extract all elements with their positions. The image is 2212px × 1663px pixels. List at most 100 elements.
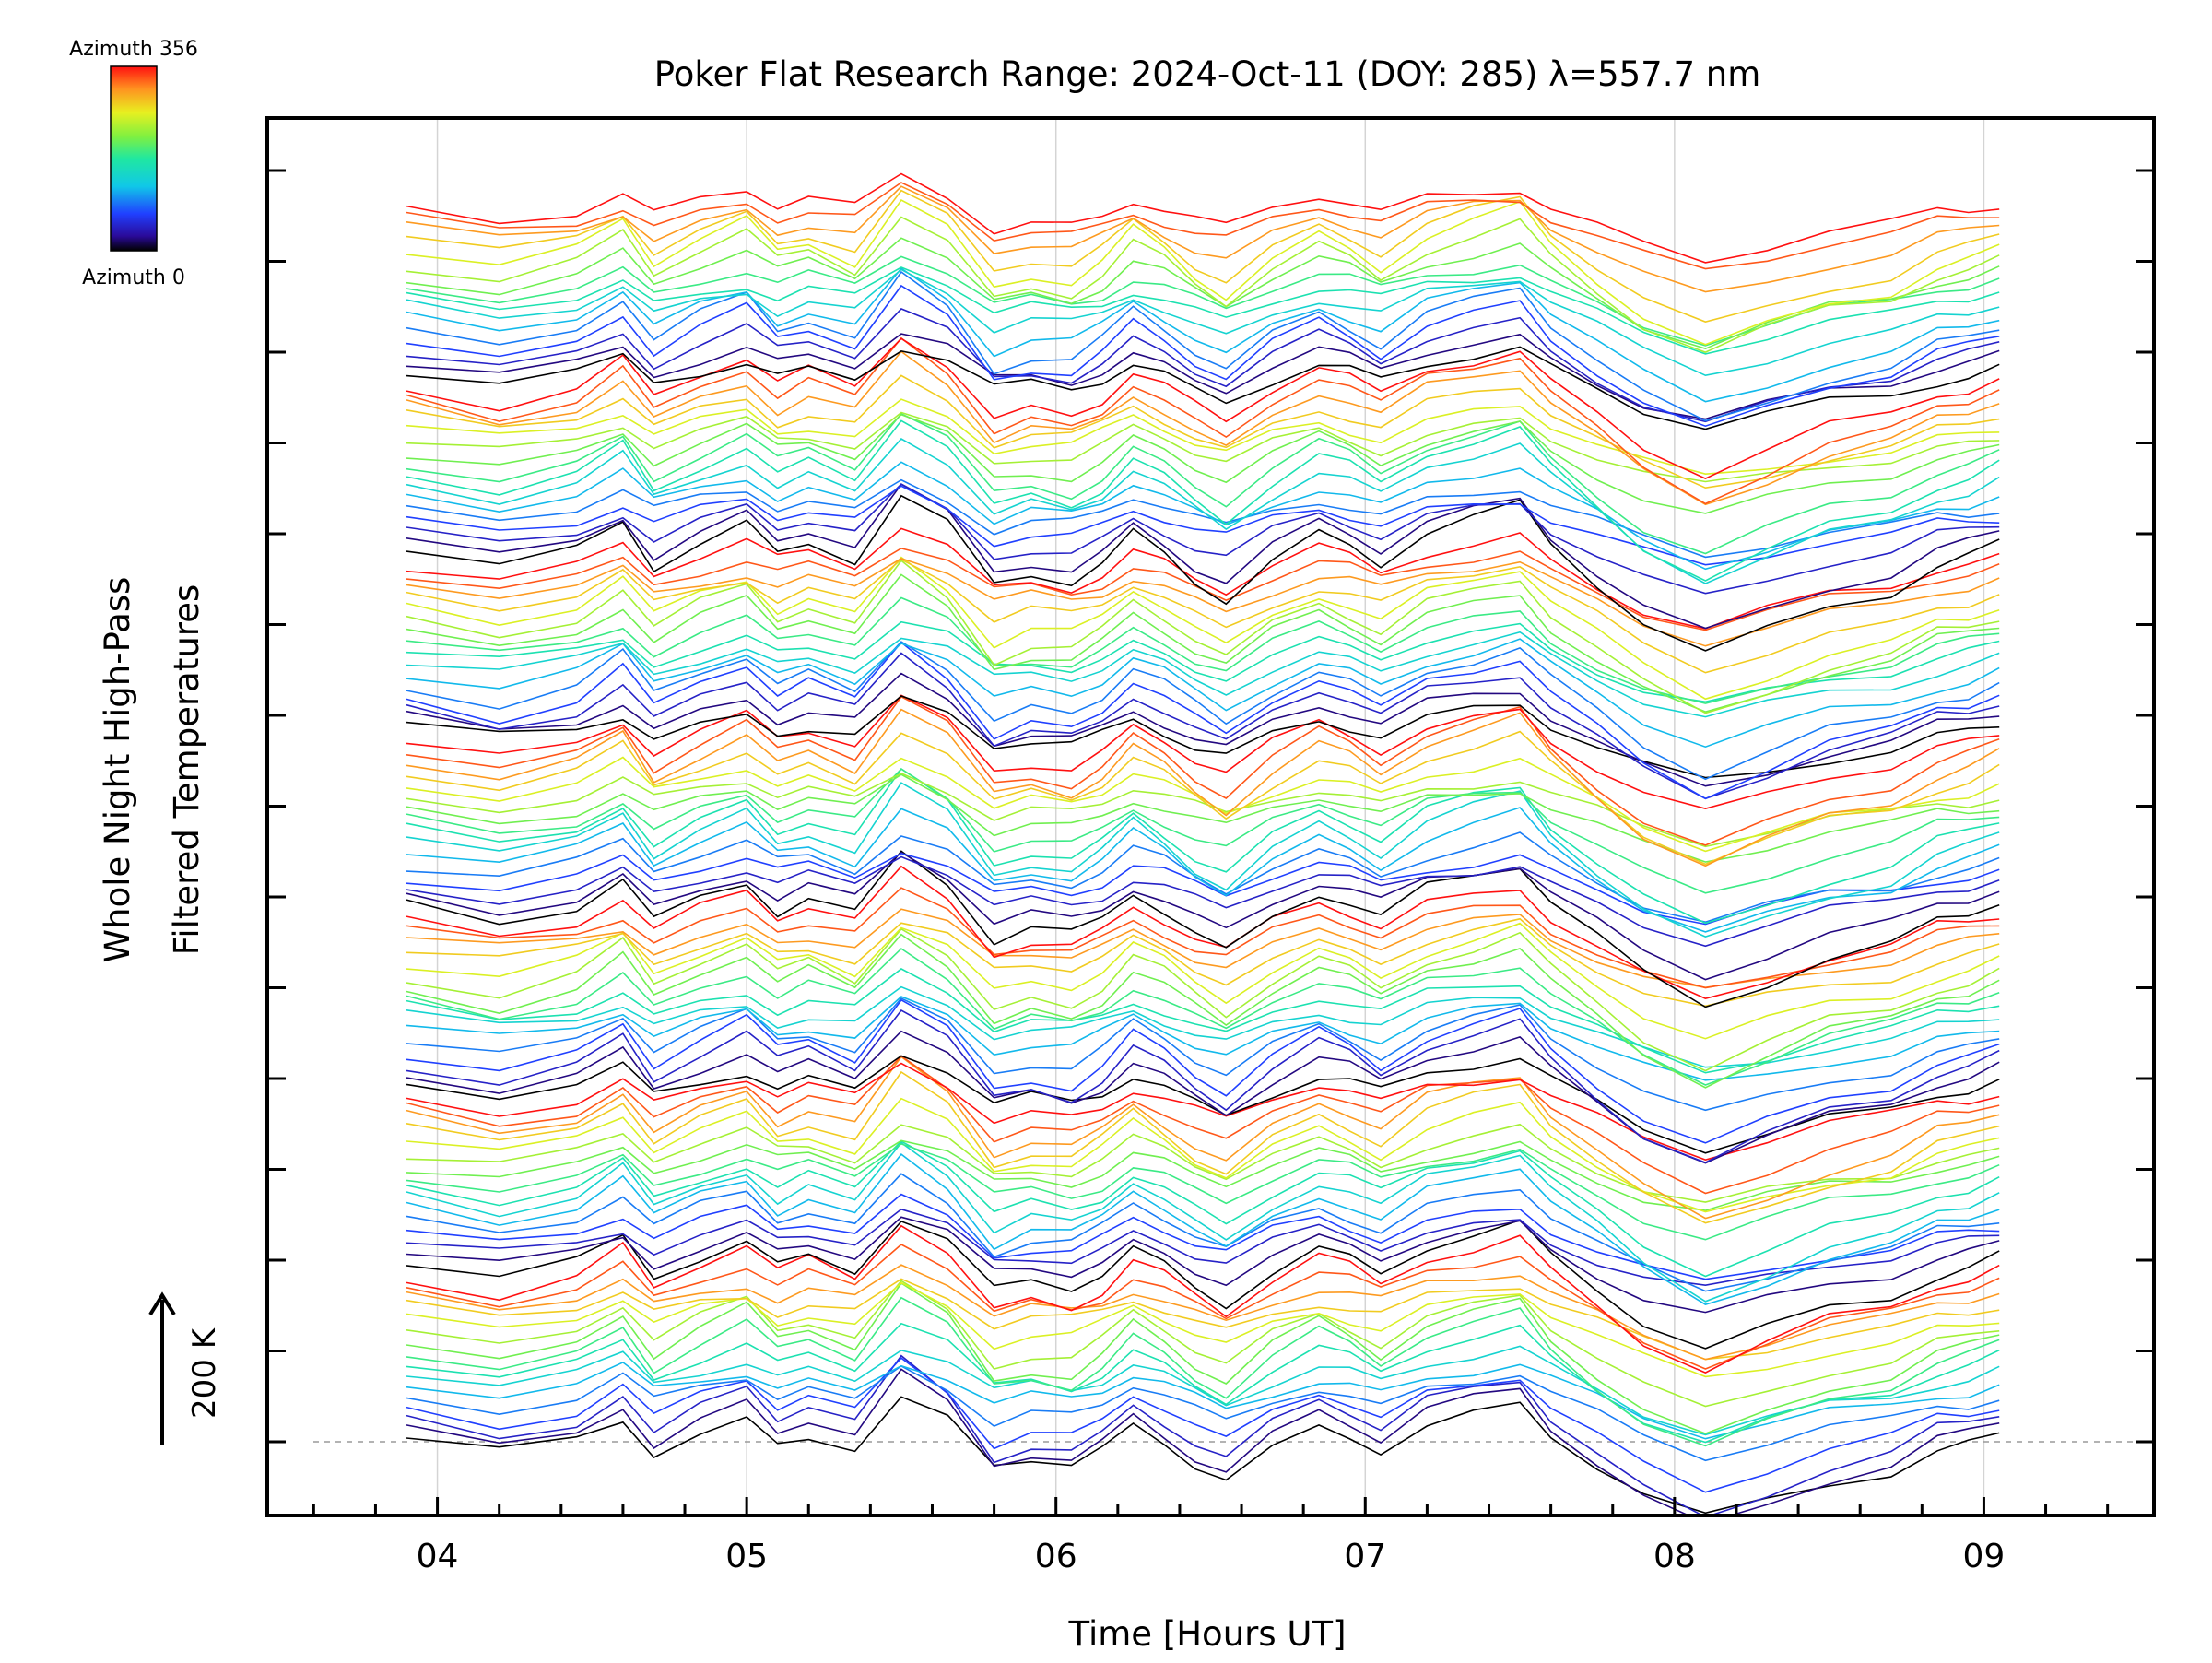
series-line xyxy=(406,1296,2000,1447)
grid-layer xyxy=(313,118,2154,1516)
series-line xyxy=(406,182,2000,270)
series-line xyxy=(406,1208,2000,1287)
series-line xyxy=(406,483,2000,630)
series-line xyxy=(406,1216,2000,1314)
series-line xyxy=(406,1062,2000,1161)
series-line xyxy=(406,333,2000,420)
series-line xyxy=(406,773,2000,848)
series-line xyxy=(406,933,2000,1089)
series-line xyxy=(406,1396,2000,1515)
series-line xyxy=(406,1055,2000,1195)
series-line xyxy=(406,887,2000,989)
series-line xyxy=(406,922,2000,1040)
colorbar-bottom-label: Azimuth 0 xyxy=(82,266,185,289)
series-line xyxy=(406,266,2000,355)
series-line xyxy=(406,968,2000,1074)
series-line xyxy=(406,237,2000,350)
series-line xyxy=(406,374,2000,489)
series-line xyxy=(406,730,2000,866)
series-line xyxy=(406,708,2000,867)
chart-title: Poker Flat Research Range: 2024-Oct-11 (… xyxy=(654,54,1761,94)
series-line xyxy=(406,1281,2000,1434)
series-line xyxy=(406,1070,2000,1224)
series-line xyxy=(406,1280,2000,1408)
series-line xyxy=(406,412,2000,555)
series-line xyxy=(406,695,2000,846)
series-line xyxy=(406,189,2000,323)
series-layer xyxy=(406,172,2000,1516)
series-line xyxy=(406,1173,2000,1292)
x-tick-label: 05 xyxy=(725,1538,768,1575)
series-line xyxy=(406,267,2000,403)
series-line xyxy=(406,1368,2000,1516)
series-line xyxy=(406,865,2000,999)
scale-arrow-icon xyxy=(148,1291,176,1445)
series-line xyxy=(406,485,2000,566)
series-line xyxy=(406,559,2000,714)
series-line xyxy=(406,478,2000,559)
series-line xyxy=(406,1055,2000,1154)
y-axis-label-line1: Whole Night High-Pass xyxy=(98,577,137,963)
series-line xyxy=(406,413,2000,514)
series-line xyxy=(406,1364,2000,1462)
series-line xyxy=(406,558,2000,674)
series-line xyxy=(406,1008,2000,1163)
series-line xyxy=(406,1152,2000,1305)
series-line xyxy=(406,927,2000,1072)
series-line xyxy=(406,807,2000,933)
series-line xyxy=(406,437,2000,584)
x-axis-label: Time [Hours UT] xyxy=(1067,1614,1346,1654)
series-line xyxy=(406,308,2000,423)
series-line xyxy=(406,851,2000,981)
series-line xyxy=(406,638,2000,749)
series-line xyxy=(406,773,2000,863)
series-line xyxy=(406,483,2000,595)
series-line xyxy=(406,336,2000,505)
series-line xyxy=(406,768,2000,894)
series-line xyxy=(406,494,2000,652)
series-line xyxy=(406,1361,2000,1440)
series-line xyxy=(406,596,2000,704)
series-line xyxy=(406,1345,2000,1436)
series-line xyxy=(406,547,2000,631)
x-tick-label: 07 xyxy=(1344,1538,1386,1575)
series-line xyxy=(406,852,2000,926)
series-line xyxy=(406,255,2000,347)
series-line xyxy=(406,998,2000,1144)
x-tick-label: 04 xyxy=(417,1538,459,1575)
series-line xyxy=(406,985,2000,1068)
series-line xyxy=(406,411,2000,483)
series-line xyxy=(406,641,2000,781)
series-line xyxy=(406,672,2000,787)
series-line xyxy=(406,768,2000,925)
series-line xyxy=(406,398,2000,476)
series-line xyxy=(406,1219,2000,1350)
series-line xyxy=(406,350,2000,506)
series-line xyxy=(406,556,2000,701)
scale-label: 200 K xyxy=(186,1327,223,1419)
series-line xyxy=(406,461,2000,571)
x-tick-label: 08 xyxy=(1653,1538,1696,1575)
series-line xyxy=(406,1143,2000,1241)
series-line xyxy=(406,346,2000,430)
series-line xyxy=(406,641,2000,800)
series-line xyxy=(406,1354,2000,1516)
plot-frame xyxy=(265,116,2156,1517)
series-line xyxy=(406,1322,2000,1444)
series-line xyxy=(406,917,2000,1008)
series-line xyxy=(406,631,2000,718)
series-line xyxy=(406,1244,2000,1370)
series-line xyxy=(406,782,2000,938)
series-line xyxy=(406,1123,2000,1203)
series-line xyxy=(406,172,2000,264)
series-line xyxy=(406,527,2000,630)
series-line xyxy=(406,284,2000,428)
series-line xyxy=(406,1140,2000,1278)
series-line xyxy=(406,1056,2000,1220)
series-line xyxy=(406,948,2000,1086)
series-line xyxy=(406,185,2000,293)
series-line xyxy=(406,558,2000,647)
series-line xyxy=(406,1193,2000,1280)
series-line xyxy=(406,268,2000,377)
